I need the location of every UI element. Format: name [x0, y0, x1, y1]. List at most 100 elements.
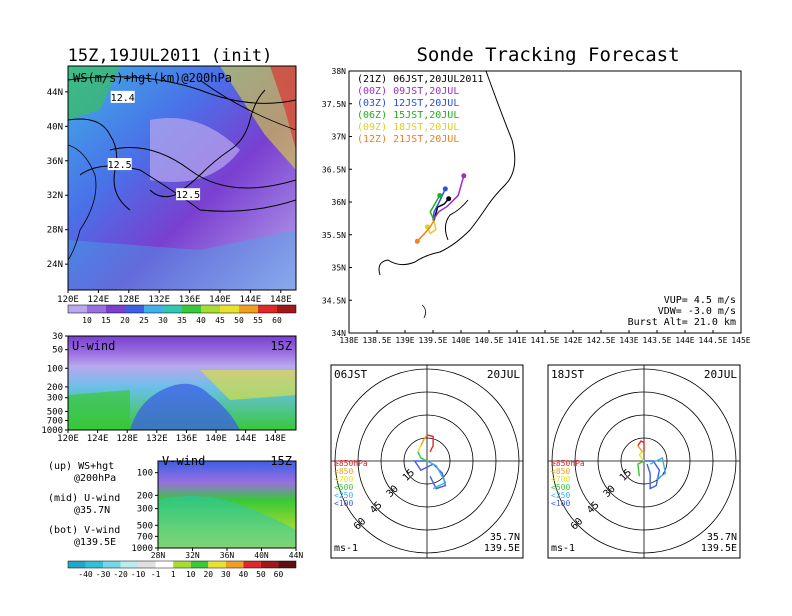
hodograph-legend-entry: <850	[551, 467, 570, 476]
sonde-x-tick-label: 141E	[507, 336, 526, 345]
u-y-tick-label: 50	[52, 346, 63, 356]
sonde-y-tick-label: 35.5N	[322, 231, 346, 240]
map-y-tick-label: 44N	[47, 88, 63, 98]
left-title: 15Z,19JUL2011 (init)	[68, 46, 273, 66]
hodograph-trace	[649, 456, 667, 480]
sonde-y-tick-label: 34.5N	[322, 296, 346, 305]
v-colorbar-cell	[155, 561, 174, 568]
u-wind-time: 15Z	[270, 339, 292, 353]
hodograph-lon: 139.5E	[701, 543, 737, 554]
hodograph-trace	[426, 434, 434, 453]
contour-label-bg	[107, 158, 132, 171]
v-colorbar-cell	[225, 561, 244, 568]
sonde-legend-entry: (09Z) 18JST,20JUL	[357, 122, 459, 133]
colorbar-cell	[163, 305, 182, 313]
sonde-track	[426, 220, 437, 235]
u-x-tick-label: 144E	[235, 434, 257, 444]
side-legend-up-sub: @200hPa	[74, 473, 116, 484]
v-wind-label: V-wind	[162, 454, 205, 468]
v-x-tick-label: 36N	[220, 551, 235, 560]
v-colorbar-label: -20	[113, 570, 128, 579]
sonde-annotation: Burst Alt= 21.0 km	[628, 317, 736, 328]
right-title: Sonde Tracking Forecast	[416, 44, 679, 66]
hodograph-trace	[417, 451, 428, 462]
v-y-tick-label: 300	[137, 505, 153, 515]
v-colorbar-label: -10	[131, 570, 146, 579]
sonde-burst-point	[414, 238, 420, 244]
coastline	[378, 70, 516, 276]
v-y-tick-label: 500	[137, 521, 153, 531]
colorbar-label: 35	[177, 316, 187, 325]
sonde-y-tick-label: 38N	[332, 67, 347, 76]
contour-label: 12.4	[111, 93, 135, 104]
sonde-y-tick-label: 37N	[332, 133, 347, 142]
colorbar-label: 15	[101, 316, 111, 325]
colorbar-cell	[144, 305, 163, 313]
v-x-tick-label: 32N	[185, 551, 200, 560]
sonde-x-tick-label: 138E	[339, 336, 358, 345]
colorbar-label: 20	[120, 316, 130, 325]
hodograph-trace	[637, 440, 645, 452]
hodograph-legend-entry: <250	[334, 491, 353, 500]
sonde-x-tick-label: 144E	[675, 336, 694, 345]
hodograph-trace	[420, 434, 428, 446]
u-y-tick-label: 700	[47, 416, 63, 426]
hodograph-trace	[417, 445, 422, 453]
colorbar-label: 50	[234, 316, 244, 325]
u-x-tick-label: 136E	[176, 434, 198, 444]
sonde-x-tick-label: 144.5E	[699, 336, 728, 345]
sonde-annotation: VDW= -3.0 m/s	[658, 306, 736, 317]
u-y-tick-label: 300	[47, 394, 63, 404]
v-colorbar-label: 30	[221, 570, 231, 579]
u-x-tick-label: 120E	[57, 434, 79, 444]
sonde-burst-point	[437, 192, 443, 198]
v-colorbar-label: 10	[186, 570, 196, 579]
v-colorbar-cell	[173, 561, 191, 568]
colorbar-cell	[68, 305, 87, 313]
v-colorbar-cell	[208, 561, 226, 568]
v-colorbar-label: 50	[256, 570, 266, 579]
v-y-tick-label: 1000	[131, 544, 153, 554]
map-x-tick-label: 124E	[88, 295, 110, 305]
hodograph-unit: ms-1	[334, 543, 358, 554]
sonde-burst-point	[442, 186, 448, 192]
sonde-track	[429, 195, 441, 221]
hodograph-time-left: 18JST	[551, 368, 584, 381]
u-y-tick-label: 1000	[41, 426, 63, 436]
sonde-x-tick-label: 142.5E	[587, 336, 616, 345]
contour-label: 12.5	[176, 190, 200, 201]
hodograph-legend-entry: <100	[551, 499, 570, 508]
sonde-annotation: VUP= 4.5 m/s	[664, 295, 736, 306]
colorbar-label: 10	[82, 316, 92, 325]
colorbar-label: 60	[272, 316, 282, 325]
sonde-x-tick-label: 143E	[619, 336, 638, 345]
hodograph-legend-entry: <700	[551, 475, 570, 484]
v-colorbar-label: 1	[171, 570, 176, 579]
hodograph-trace	[644, 460, 661, 490]
map-y-tick-label: 28N	[47, 226, 63, 236]
contour-label-bg	[110, 90, 135, 103]
v-colorbar-cell	[85, 561, 104, 568]
colorbar-cell	[106, 305, 125, 313]
colorbar-cell	[87, 305, 106, 313]
colorbar-label: 45	[215, 316, 225, 325]
sonde-x-tick-label: 140E	[451, 336, 470, 345]
u-wind-panel: U-wind 15Z 120E 124E 128E 132E 136E 140E 144E 1…	[41, 332, 297, 444]
v-colorbar-cell	[278, 561, 296, 568]
sonde-x-tick-label: 145E	[731, 336, 750, 345]
v-wind-panel: V-wind 15Z 28N 32N 36N 40N 44N 100 200 300 50070…	[67, 454, 303, 579]
sonde-legend-entry: (12Z) 21JST,20JUL	[357, 134, 459, 145]
sonde-x-tick-label: 142E	[563, 336, 582, 345]
sonde-x-tick-label: 143.5E	[643, 336, 672, 345]
hodograph-legend-entry: <850	[334, 467, 353, 476]
colorbar-label: 55	[253, 316, 263, 325]
colorbar-cell	[220, 305, 239, 313]
colorbar-label: 25	[139, 316, 149, 325]
v-colorbar-cell	[120, 561, 139, 568]
v-colorbar-label: -30	[96, 570, 111, 579]
sonde-tracking-panel: 138E 138.5E 139E 139.5E 140E 140.5E 141E 141.5E…	[322, 67, 751, 345]
side-legend-mid: (mid) U-wind	[48, 493, 120, 504]
hodograph-legend-entry: ≥850hPa	[334, 459, 368, 468]
map-y-tick-label: 24N	[47, 260, 63, 270]
